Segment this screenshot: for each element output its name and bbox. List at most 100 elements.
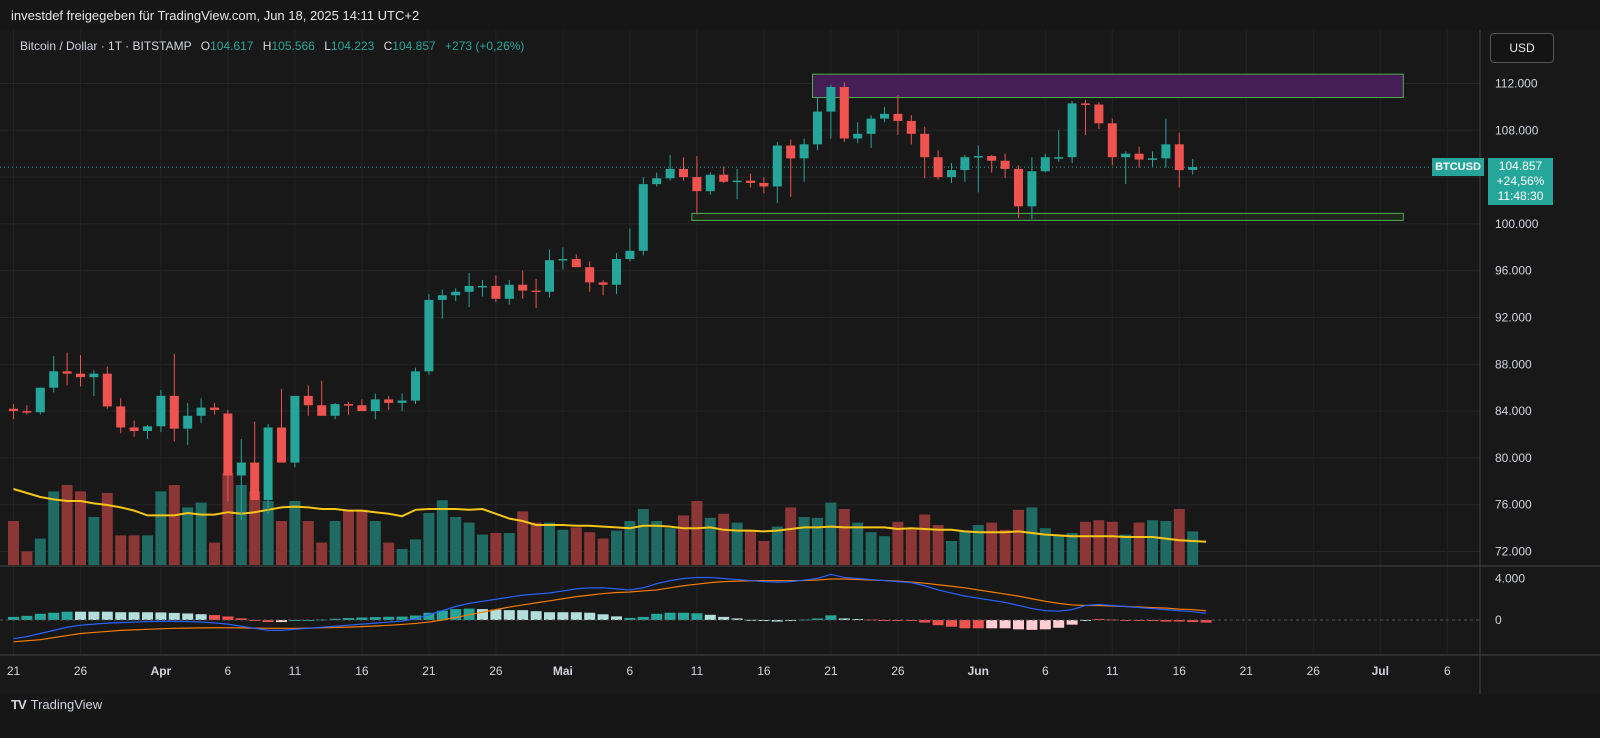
macd-histogram-bar [664,612,676,620]
candle-body [545,260,554,292]
price-tick-label: 96.000 [1495,264,1532,278]
volume-bar [503,533,515,565]
macd-histogram-bar [235,618,247,620]
macd-tick-label: 4.000 [1495,572,1525,586]
candle-body [1094,104,1104,124]
macd-histogram-bar [222,616,234,620]
price-tick-label: 108.000 [1495,123,1539,137]
volume-bar [450,517,462,565]
macd-histogram-bar [369,617,381,620]
macd-histogram-bar [959,620,971,629]
volume-bar [128,535,140,565]
candle-body [183,415,193,429]
volume-bar [611,530,622,565]
candle-body [290,395,300,463]
candle-body [116,406,126,428]
time-tick-label: 6 [627,664,634,678]
volume-bar [289,501,301,565]
macd-histogram-bar [999,620,1011,629]
brand-name: TradingView [30,697,103,712]
candle-body [62,371,72,374]
macd-histogram-bar [517,610,529,620]
time-tick-label: 26 [1307,664,1321,678]
candle-body [987,156,997,161]
chart-canvas[interactable]: 112.000108.000104.000100.00096.00092.000… [0,30,1600,694]
candle-body [451,291,461,296]
macd-histogram-bar [316,619,328,621]
tradingview-brand[interactable]: TV TradingView [11,697,102,712]
macd-signal-line [13,578,1207,643]
macd-histogram-bar [182,613,194,620]
volume-bar [1106,521,1118,565]
volume-bar [584,532,596,565]
macd-histogram-bar [718,616,730,620]
volume-bar [798,517,810,565]
change-value: +273 (+0,26%) [445,39,525,53]
candle-body [411,371,420,401]
volume-bar [530,522,542,565]
macd-histogram-bar [624,617,636,620]
macd-histogram-bar [1173,620,1185,622]
candle-body [330,404,340,416]
time-tick-label: 21 [422,664,436,678]
volume-bar [316,542,328,565]
chart-panel[interactable]: 112.000108.000104.000100.00096.00092.000… [0,30,1600,694]
volume-bar [383,542,395,565]
macd-histogram-bar [771,620,783,622]
tradingview-logo-icon: TV [11,697,27,712]
volume-bar [879,536,890,565]
macd-line [13,573,1207,640]
volume-bar [142,535,153,565]
volume-bar [838,509,850,565]
time-tick-label: Mai [553,664,573,678]
volume-bar [1173,509,1185,565]
volume-bar [249,491,261,565]
volume-bar [678,515,689,565]
macd-histogram-bar [115,612,127,620]
candle-body [571,259,581,268]
macd-histogram-bar [75,611,86,620]
currency-button[interactable]: USD [1490,33,1554,63]
published-by-text: investdef freigegeben für TradingView.co… [11,8,420,23]
macd-histogram-bar [450,609,462,620]
close-label: C [383,39,393,53]
symbol-title[interactable]: Bitcoin / Dollar · 1T · BITSTAMP [20,39,192,53]
candle-body [665,168,675,179]
volume-bar [1133,522,1145,565]
macd-histogram-bar [611,616,622,620]
volume-bar [168,485,180,565]
candle-body [1027,171,1037,207]
volume-bar [195,502,207,565]
candle-body [384,399,394,403]
macd-histogram-bar [946,620,957,627]
macd-histogram-bar [557,612,569,620]
volume-bar [61,485,73,565]
candle-body [746,180,755,183]
volume-bar [101,493,113,565]
candle-body [317,405,327,416]
volume-bar [1026,507,1038,565]
volume-bar [651,521,663,565]
candle-body [424,299,434,372]
last-price: 104.857 [1498,159,1543,173]
macd-histogram-bar [530,611,542,620]
volume-bar [276,521,287,565]
volume-bar [1093,520,1105,565]
macd-histogram-bar [289,620,301,622]
macd-histogram-bar [785,620,797,622]
time-tick-label: 6 [1444,664,1451,678]
volume-bar [21,551,33,565]
volume-bar [731,522,743,565]
macd-histogram-bar [1160,620,1172,622]
macd-histogram-bar [825,615,837,620]
candle-body [1040,157,1050,172]
time-tick-label: 16 [1173,664,1187,678]
price-tick-label: 112.000 [1495,77,1538,91]
time-tick-label: 6 [225,664,232,678]
volume-bar [329,521,341,565]
candle-body [1134,153,1144,160]
high-value: 105.566 [271,39,315,53]
macd-histogram-bar [423,612,435,620]
time-tick-label: 16 [757,664,771,678]
macd-histogram-bar [1133,620,1145,621]
